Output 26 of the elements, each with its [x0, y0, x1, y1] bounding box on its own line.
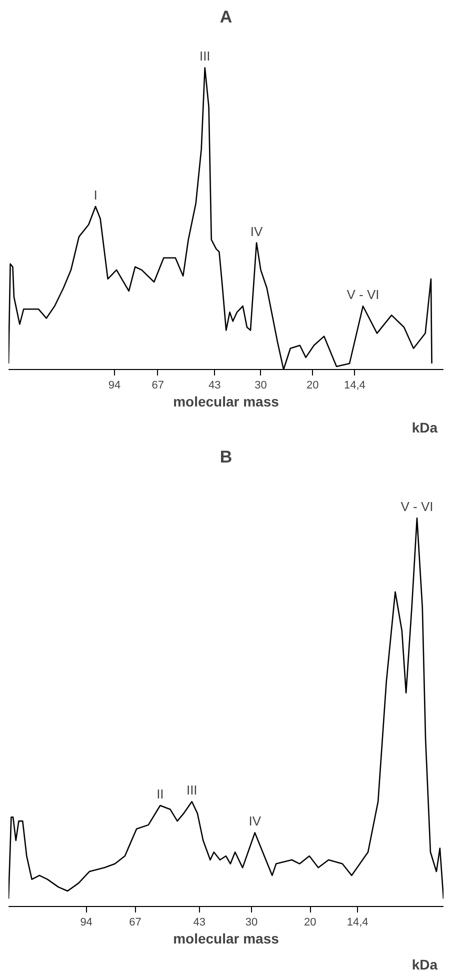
- x-axis-title: molecular mass: [173, 394, 280, 410]
- x-tick-label: 43: [208, 380, 221, 392]
- annotation: I: [94, 188, 98, 203]
- x-tick-label: 14,4: [346, 916, 368, 928]
- text: kDa: [412, 420, 438, 436]
- x-tick-label: 94: [80, 916, 92, 928]
- x-tick-label: 94: [108, 380, 121, 392]
- x-tick-label: 30: [245, 916, 258, 928]
- chart-title: A: [220, 8, 232, 26]
- chart-title: B: [220, 448, 232, 466]
- x-tick-label: 30: [254, 380, 267, 392]
- annotation: III: [199, 48, 210, 64]
- x-tick-label: 67: [129, 916, 142, 928]
- x-tick-label: 43: [193, 916, 206, 928]
- annotation: V - VI: [400, 499, 434, 514]
- annotation: III: [186, 782, 198, 798]
- annotation: V - VI: [346, 287, 380, 302]
- annotation: IV: [250, 224, 263, 239]
- annotation: IV: [248, 814, 262, 829]
- x-tick-label: 67: [152, 380, 164, 392]
- annotation: II: [156, 786, 164, 802]
- x-tick-label: 20: [306, 380, 319, 392]
- x-tick-label: 20: [304, 916, 316, 928]
- x-tick-label: 14,4: [344, 380, 366, 392]
- text: kDa: [412, 956, 438, 972]
- x-axis-title: molecular mass: [173, 930, 280, 946]
